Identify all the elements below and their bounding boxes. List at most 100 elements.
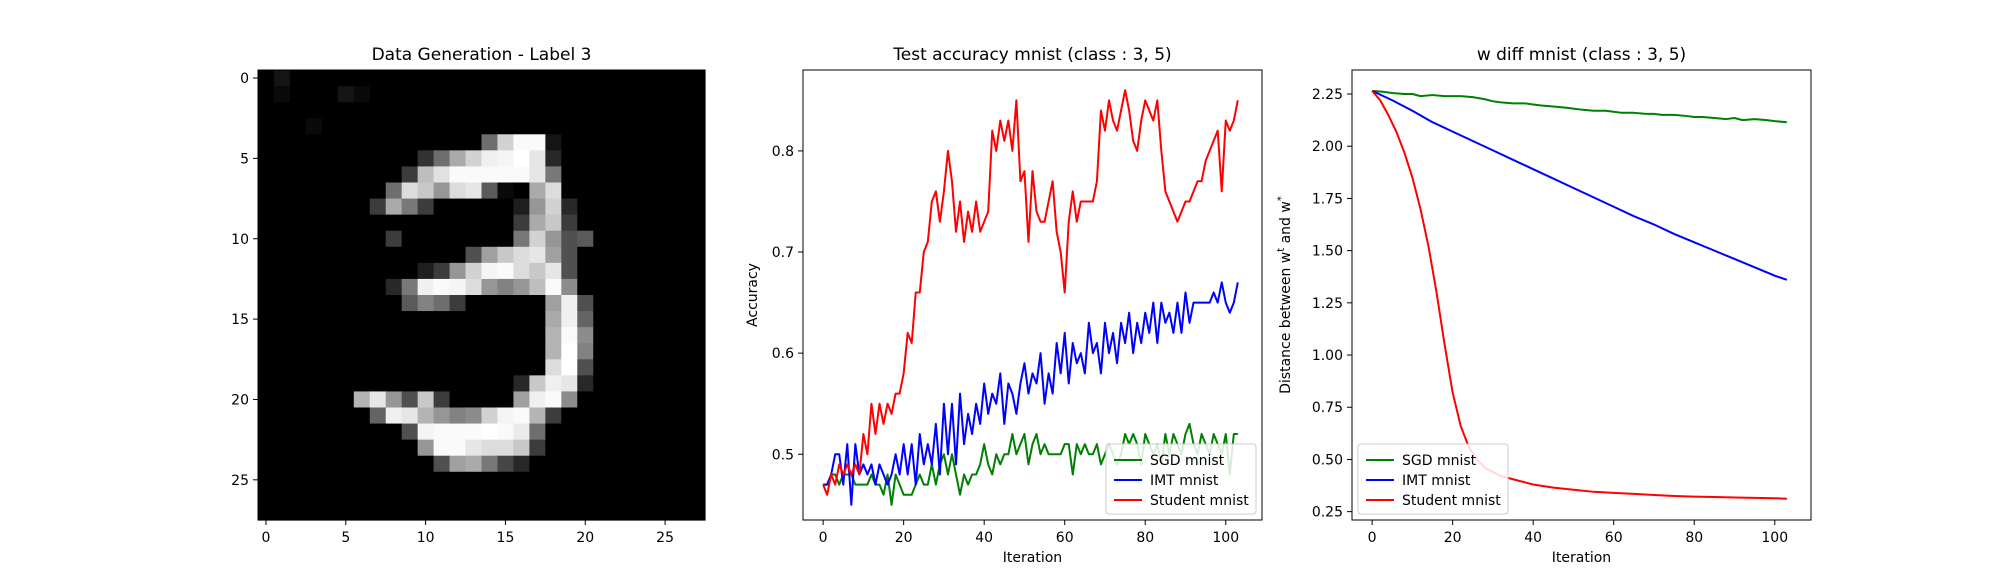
x-tick-label: 0 [262,530,271,546]
heatmap-cell [337,86,355,103]
heatmap-cell [465,166,483,184]
heatmap-cell [657,359,674,376]
heatmap-cell [273,455,291,473]
heatmap-cell [481,487,499,505]
heatmap-cell [353,262,371,280]
heatmap-cell [689,311,706,328]
heatmap-cell [545,487,562,505]
heatmap-cell [625,166,642,184]
heatmap-cell [337,455,355,473]
heatmap-cell [545,311,562,328]
heatmap-cell [449,230,467,248]
heatmap-cell [353,455,371,473]
heatmap-cell [609,439,626,457]
heatmap-cell [625,343,642,360]
heatmap-cell [385,86,403,103]
heatmap-cell [497,102,515,119]
heatmap-cell [529,246,546,264]
heatmap-cell [449,487,467,505]
heatmap-cell [433,182,451,200]
heatmap-cell [577,487,594,505]
heatmap-cell [513,150,530,168]
heatmap-cell [258,150,275,168]
heatmap-cell [657,246,674,264]
heatmap-cell [401,471,419,489]
heatmap-cell [545,455,562,473]
heatmap-cell [353,487,371,505]
heatmap-cell [545,198,562,216]
heatmap-cell [417,182,435,200]
heatmap-cell [289,102,307,119]
heatmap-cell [561,439,578,457]
heatmap-cell [417,166,435,184]
heatmap-cell [625,295,642,312]
heatmap-cell [289,407,307,425]
heatmap-cell [641,214,658,232]
heatmap-cell [673,407,690,425]
heatmap-cell [625,439,642,457]
heatmap-cell [609,198,626,216]
heatmap-cell [401,311,419,328]
heatmap-cell [258,327,275,344]
x-tick-label: 100 [1761,530,1788,546]
heatmap-cell [561,375,578,393]
heatmap-cell [465,102,483,119]
heatmap-cell [321,391,339,409]
heatmap-cell [481,182,499,200]
heatmap-cell [577,166,594,184]
heatmap-cell [465,359,483,376]
heatmap-cell [593,439,610,457]
heatmap-cell [417,278,435,296]
heatmap-cell [497,70,515,87]
heatmap-cell [689,439,706,457]
heatmap-cell [513,134,530,151]
series-line-sgd-mnist [1372,89,1787,124]
heatmap-cell [417,102,435,119]
heatmap-cell [353,118,371,135]
heatmap-chart [258,70,706,521]
chart-title: w diff mnist (class : 3, 5) [1477,45,1686,65]
heatmap-cell [465,295,483,312]
heatmap-cell [449,455,467,473]
heatmap-cell [513,214,530,232]
heatmap-cell [545,343,562,360]
heatmap-cell [369,471,387,489]
heatmap-cell [337,150,355,168]
heatmap-cell [353,166,371,184]
heatmap-cell [353,134,371,151]
heatmap-cell [529,278,546,296]
heatmap-cell [369,150,387,168]
heatmap-cell [305,359,323,376]
heatmap-cell [258,439,275,457]
heatmap-cell [609,86,626,103]
heatmap-cell [513,295,530,312]
heatmap-cell [577,359,594,376]
heatmap-cell [385,278,403,296]
heatmap-cell [593,278,610,296]
heatmap-cell [497,278,515,296]
heatmap-cell [369,262,387,280]
heatmap-cell [465,391,483,409]
y-tick-label: 0.8 [772,144,794,160]
heatmap-cell [561,182,578,200]
heatmap-cell [641,278,658,296]
heatmap-cell [417,343,435,360]
heatmap-cell [689,359,706,376]
heatmap-cell [385,439,403,457]
heatmap-cell [289,327,307,344]
y-tick-label: 10 [231,232,249,248]
heatmap-cell [641,375,658,393]
heatmap-cell [417,214,435,232]
heatmap-cell [481,359,499,376]
heatmap-cell [353,311,371,328]
heatmap-cell [337,311,355,328]
heatmap-cell [433,487,451,505]
heatmap-cell [561,118,578,135]
heatmap-cell [625,70,642,87]
heatmap-cell [529,118,546,135]
heatmap-cell [609,471,626,489]
heatmap-cell [497,375,515,393]
heatmap-cell [417,455,435,473]
series-line-imt-mnist [823,281,1239,506]
heatmap-cell [497,230,515,248]
